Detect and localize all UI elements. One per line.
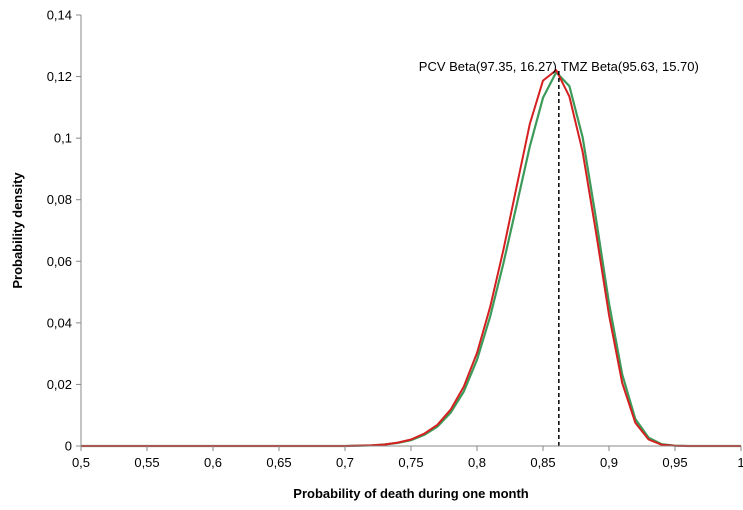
x-axis-title: Probability of death during one month	[293, 486, 528, 501]
x-tick-label: 0,5	[72, 455, 90, 470]
x-tick-label: 0,7	[336, 455, 354, 470]
x-tick-label: 0,55	[134, 455, 159, 470]
tmz-annotation: TMZ Beta(95.63, 15.70)	[561, 59, 699, 74]
y-axis-title: Probability density	[10, 172, 25, 289]
x-ticks: 0,5 0,55 0,6 0,65 0,7 0,75 0,8 0,85 0,9 0,95 1	[72, 446, 743, 470]
series-line-tmz	[81, 72, 741, 446]
x-tick-label: 0,9	[600, 455, 618, 470]
x-tick-label: 0,8	[468, 455, 486, 470]
series-layer	[81, 70, 741, 446]
y-tick-label: 0,04	[47, 315, 72, 330]
x-tick-label: 0,6	[204, 455, 222, 470]
y-tick-label: 0,06	[47, 254, 72, 269]
pcv-annotation: PCV Beta(97.35, 16.27)	[419, 59, 557, 74]
y-tick-label: 0	[65, 439, 72, 454]
x-tick-label: 0,95	[662, 455, 687, 470]
y-tick-label: 0,08	[47, 192, 72, 207]
series-line-pcv	[81, 70, 741, 446]
x-tick-label: 0,75	[398, 455, 423, 470]
y-tick-label: 0,12	[47, 69, 72, 84]
x-tick-label: 0,65	[266, 455, 291, 470]
y-tick-label: 0,14	[47, 8, 72, 23]
y-ticks: 0 0,02 0,04 0,06 0,08 0,1 0,12 0,14	[47, 8, 81, 454]
y-tick-label: 0,02	[47, 377, 72, 392]
x-tick-label: 1	[737, 455, 743, 470]
y-tick-label: 0,1	[54, 131, 72, 146]
x-tick-label: 0,85	[530, 455, 555, 470]
